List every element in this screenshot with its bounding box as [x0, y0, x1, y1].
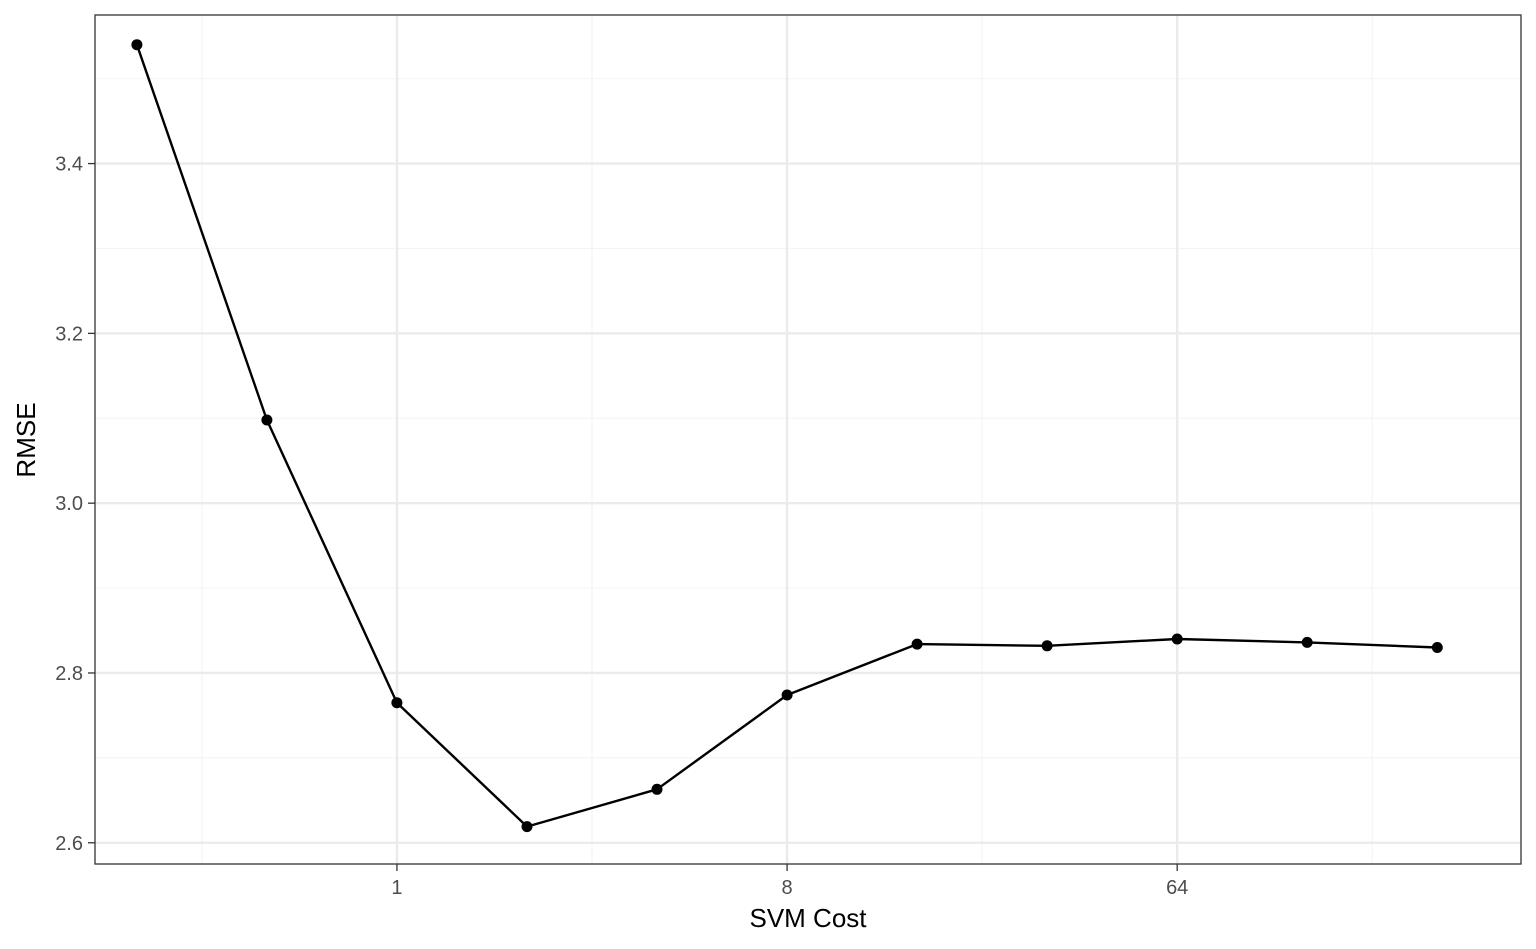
panel-background — [95, 15, 1521, 864]
y-tick-label: 2.8 — [55, 663, 83, 685]
y-tick-label: 3.4 — [55, 154, 83, 176]
rmse-data-point — [131, 39, 143, 51]
rmse-data-point — [911, 638, 923, 650]
rmse-data-point — [1041, 640, 1053, 652]
rmse-data-point — [781, 689, 793, 701]
tick-labels: 1 8 64 2.6 2.8 3.0 3.2 3.4 — [55, 154, 1188, 899]
rmse-data-point — [651, 783, 663, 795]
x-tick-label: 8 — [782, 877, 793, 899]
rmse-data-point — [1301, 636, 1313, 648]
y-tick-label: 3.0 — [55, 493, 83, 515]
x-tick-label: 64 — [1166, 877, 1188, 899]
rmse-data-point — [261, 414, 273, 426]
x-tick-label: 1 — [391, 877, 402, 899]
major-gridlines — [95, 15, 1521, 864]
y-axis-title: RMSE — [11, 402, 41, 477]
rmse-data-point — [521, 821, 533, 833]
x-axis-title: SVM Cost — [749, 903, 867, 933]
y-tick-label: 3.2 — [55, 323, 83, 345]
rmse-data-point — [391, 697, 403, 709]
y-tick-label: 2.6 — [55, 833, 83, 855]
rmse-data-point — [1431, 642, 1443, 653]
axis-ticks — [88, 162, 1178, 871]
panel-border — [94, 14, 1522, 865]
minor-gridlines — [95, 15, 1521, 864]
series-layer — [131, 39, 1443, 833]
rmse-data-point — [1171, 633, 1183, 645]
